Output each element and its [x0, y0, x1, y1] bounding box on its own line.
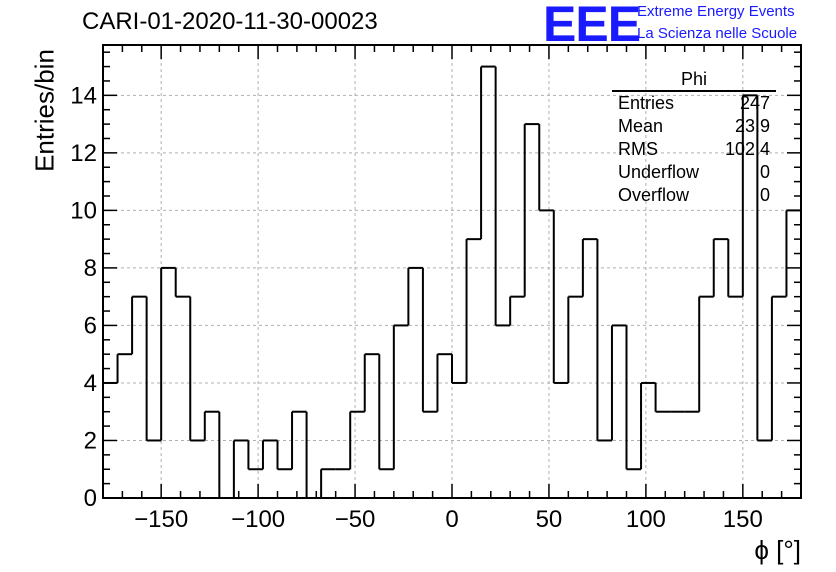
x-tick-label: −50: [335, 506, 376, 533]
stats-label: Overflow: [618, 185, 690, 205]
stats-value: 0: [759, 162, 770, 182]
y-axis-label: Entries/bin: [29, 49, 60, 172]
stats-label: Entries: [618, 93, 675, 113]
x-tick-label: 0: [445, 506, 458, 533]
x-tick-label: −100: [231, 506, 285, 533]
stats-row-overflow: Overflow 0: [612, 184, 776, 207]
stats-row-underflow: Underflow 0: [612, 161, 776, 184]
x-axis-label: ϕ [°]: [754, 535, 801, 565]
y-tick-label: 4: [84, 370, 97, 397]
stats-row-entries: Entries 247: [612, 92, 776, 115]
stats-title: Phi: [612, 68, 776, 92]
y-tick-label: 6: [84, 312, 97, 339]
stats-label: RMS: [618, 139, 658, 159]
eee-logo: EEE: [543, 0, 641, 52]
y-tick-label: 2: [84, 427, 97, 454]
x-tick-label: −150: [134, 506, 188, 533]
y-tick-label: 0: [84, 485, 97, 512]
y-tick-label: 8: [84, 255, 97, 282]
x-tick-label: 150: [723, 506, 763, 533]
stats-label: Mean: [618, 116, 664, 136]
stats-value: 102.4: [724, 139, 770, 159]
stats-value: 247: [739, 93, 770, 113]
logo-subtitle-2: La Scienza nelle Scuole: [637, 25, 798, 42]
x-tick-label: 50: [536, 506, 563, 533]
stats-row-mean: Mean 23.9: [612, 115, 776, 138]
logo-subtitle-1: Extreme Energy Events: [637, 3, 795, 20]
stats-value: 0: [759, 185, 770, 205]
y-tick-label: 12: [70, 140, 97, 167]
x-tick-label: 100: [626, 506, 666, 533]
y-tick-label: 14: [70, 82, 97, 109]
stats-value: 23.9: [734, 116, 770, 136]
y-tick-label: 10: [70, 197, 97, 224]
stats-row-rms: RMS 102.4: [612, 138, 776, 161]
stats-label: Underflow: [618, 162, 700, 182]
chart-title: CARI-01-2020-11-30-00023: [82, 8, 378, 35]
stats-box: Phi Entries 247 Mean 23.9 RMS 102.4 Unde…: [612, 68, 776, 207]
